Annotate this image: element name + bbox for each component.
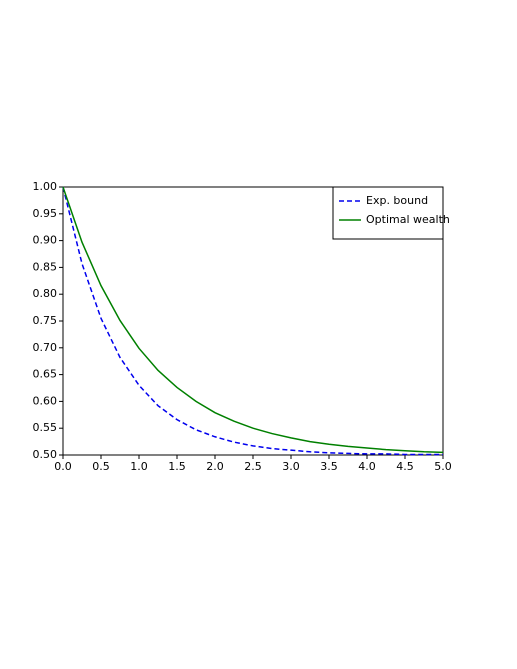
y-tick-label: 0.95 <box>33 207 58 220</box>
y-tick-label: 0.50 <box>33 448 58 461</box>
series-line <box>62 186 443 456</box>
y-tick-label: 0.60 <box>33 394 58 407</box>
y-tick-label: 0.65 <box>33 368 58 381</box>
y-tick-label: 1.00 <box>33 180 58 193</box>
legend-box <box>332 186 444 240</box>
series-line <box>62 186 444 454</box>
x-tick-label: 3.0 <box>282 460 300 473</box>
x-tick-label: 4.5 <box>396 460 414 473</box>
legend-label: Exp. bound <box>366 194 428 207</box>
legend-label: Optimal wealth <box>366 213 450 226</box>
x-tick-label: 2.5 <box>244 460 262 473</box>
y-tick-label: 0.85 <box>33 260 58 273</box>
y-tick-label: 0.70 <box>33 341 58 354</box>
x-tick-label: 1.0 <box>130 460 148 473</box>
x-tick-label: 2.0 <box>206 460 224 473</box>
y-tick-label: 0.80 <box>33 287 58 300</box>
y-tick-label: 0.75 <box>33 314 58 327</box>
x-tick-label: 5.0 <box>434 460 452 473</box>
x-tick-label: 0.5 <box>92 460 110 473</box>
y-tick-label: 0.55 <box>33 421 58 434</box>
x-tick-label: 4.0 <box>358 460 376 473</box>
y-tick-label: 0.90 <box>33 234 58 247</box>
x-tick-label: 0.0 <box>54 460 72 473</box>
x-tick-label: 3.5 <box>320 460 338 473</box>
x-tick-label: 1.5 <box>168 460 186 473</box>
